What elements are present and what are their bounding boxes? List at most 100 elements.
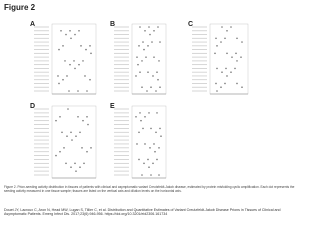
dot (65, 33, 67, 36)
panel-label: E (110, 103, 115, 110)
dot (152, 162, 154, 165)
dot (74, 162, 76, 165)
dot (62, 45, 64, 47)
dot (147, 71, 149, 73)
dot (70, 37, 72, 40)
dot (144, 29, 146, 32)
dot (241, 41, 243, 43)
dot (241, 86, 243, 89)
dot (79, 166, 81, 169)
dot (235, 52, 237, 55)
dot (64, 60, 66, 62)
dot (145, 56, 147, 58)
dot (155, 90, 157, 92)
dot (55, 154, 57, 157)
dot (77, 90, 79, 92)
dot (82, 119, 84, 122)
dot (231, 56, 233, 58)
dot (225, 67, 227, 70)
dot (68, 90, 70, 92)
dot (214, 52, 216, 55)
dot (87, 123, 89, 126)
dot (148, 112, 150, 114)
dot (141, 86, 143, 89)
dot (216, 90, 218, 92)
dot (57, 75, 59, 77)
dot (230, 26, 232, 28)
dot (151, 41, 153, 43)
dot (65, 162, 67, 165)
dot (157, 78, 159, 81)
dot (75, 135, 77, 137)
dot (141, 60, 143, 62)
dot (159, 86, 161, 89)
dot (143, 162, 145, 165)
dot (63, 147, 65, 149)
dot (215, 82, 217, 85)
dot (159, 41, 161, 43)
dot (216, 67, 218, 70)
dot (155, 131, 157, 134)
dot (150, 174, 152, 176)
dot (138, 45, 140, 47)
dot (158, 147, 160, 149)
dot (139, 71, 141, 73)
panel-label: B (110, 21, 115, 28)
dot (226, 29, 228, 32)
dot (62, 78, 64, 81)
dot (135, 75, 137, 77)
dot (144, 115, 146, 118)
dot (142, 41, 144, 43)
dot (66, 75, 68, 77)
panel-label: C (188, 21, 193, 28)
dot (85, 48, 87, 51)
dot (86, 150, 88, 153)
dot (224, 37, 226, 40)
dot (78, 29, 80, 32)
dot (69, 63, 71, 66)
dot (82, 60, 84, 62)
citation: Douet JY, Lacroux C, Aron N, Head MW, Lu… (4, 208, 281, 217)
dot (216, 45, 218, 47)
dot (74, 67, 76, 70)
dot (159, 127, 161, 130)
dot (150, 127, 152, 130)
dot (147, 45, 149, 47)
dot (215, 37, 217, 40)
dot (221, 71, 223, 73)
page: {"header": {"title": "Figure 2"}, "panel… (4, 3, 295, 217)
dot (135, 115, 137, 118)
caption: Figure 2. Prion-seeding activity distrib… (4, 185, 295, 193)
dot (55, 119, 57, 122)
dot (156, 158, 158, 161)
dot (81, 147, 83, 149)
dot (70, 166, 72, 169)
dot (142, 127, 144, 130)
dot (148, 26, 150, 28)
dot (90, 147, 92, 149)
dot (220, 41, 222, 43)
dot (58, 82, 60, 85)
figure-panels: A B C D E (30, 21, 249, 179)
dot (80, 45, 82, 47)
dot (148, 166, 150, 169)
dot (147, 158, 149, 161)
dot (153, 29, 155, 32)
dot (67, 108, 69, 110)
dot (71, 139, 73, 141)
dot (84, 75, 86, 77)
dot (160, 135, 162, 137)
dot (149, 147, 151, 149)
dot (224, 82, 226, 85)
dot (234, 67, 236, 70)
dot (86, 115, 88, 118)
dot (153, 56, 155, 58)
dot (77, 115, 79, 118)
dot (86, 90, 88, 92)
figure-title: Figure 2 (4, 3, 36, 12)
dot (89, 78, 91, 81)
dot (73, 60, 75, 62)
dot (226, 52, 228, 55)
dot (236, 37, 238, 40)
dot (136, 56, 138, 58)
